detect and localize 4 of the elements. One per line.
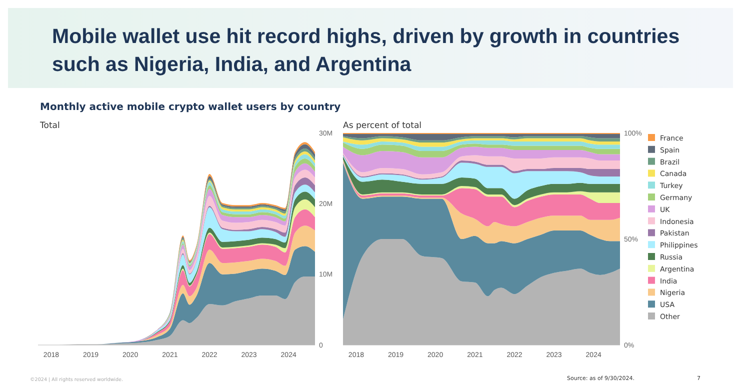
chart-title: As percent of total bbox=[343, 121, 422, 131]
chart-subtitle: Monthly active mobile crypto wallet users by country bbox=[40, 102, 342, 113]
text: Total bbox=[39, 121, 60, 131]
text: Mobile wallet use hit record highs, driven by growth in countries such as Nigeria, India, and Argentina bbox=[52, 25, 680, 76]
